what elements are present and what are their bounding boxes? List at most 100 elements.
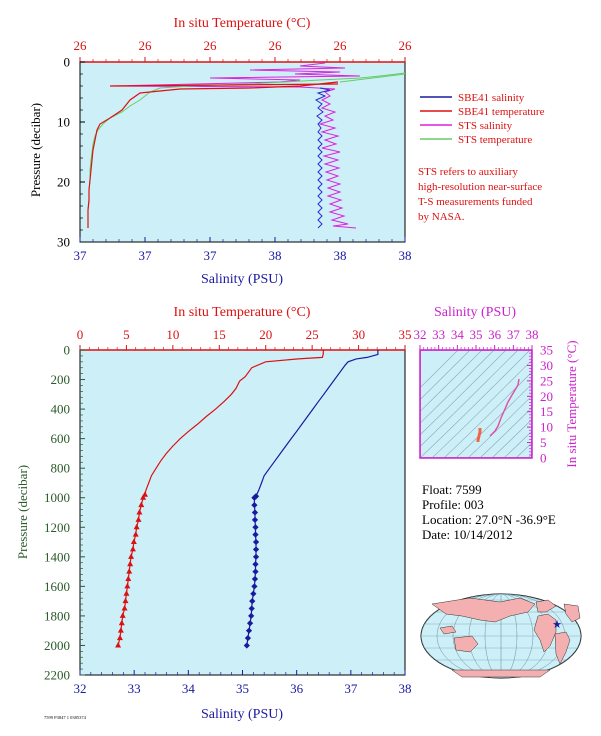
- main-panel-left-tick-label: 2000: [44, 638, 70, 653]
- temperature-marker: [117, 627, 124, 633]
- main-panel-left-tick-label: 600: [51, 431, 71, 446]
- temperature-marker: [115, 641, 122, 648]
- main-panel-bottom-tick-label: 36: [290, 681, 304, 696]
- temperature-marker: [130, 538, 137, 545]
- ts-panel-right-tick-label: 30: [540, 358, 553, 373]
- ts-panel-right-tick-label: 35: [540, 343, 553, 358]
- temperature-marker: [135, 516, 142, 522]
- temperature-marker: [124, 582, 131, 589]
- legend-label: STS salinity: [458, 120, 513, 132]
- salinity-marker: [251, 583, 258, 590]
- top-panel-top-ticks: 26 26 26 26 26 26: [74, 38, 413, 62]
- ts-panel-right-axis-title: In situ Temperature (°C): [564, 340, 579, 467]
- top-panel-left-axis-title: Pressure (decibar): [28, 103, 43, 197]
- temperature-marker: [118, 619, 125, 626]
- main-panel: In situ Temperature (°C) 0 5 10 15 20 25 30 35 …: [15, 305, 412, 722]
- ts-panel-right-tick-label: 10: [540, 420, 553, 435]
- main-panel-top-tick-label: 10: [166, 327, 179, 342]
- map-land-australia: [453, 635, 479, 653]
- density-contour: [515, 442, 532, 458]
- top-panel-top-tick-label: 26: [204, 38, 218, 53]
- main-panel-top-ticks: 0 5 10 15 20 25 30 35: [77, 327, 412, 350]
- main-panel-top-tick-label: 20: [259, 327, 272, 342]
- top-panel-bottom-tick-label: 38: [269, 248, 282, 263]
- ts-panel-right-tick-label: 20: [540, 389, 553, 404]
- density-contour: [420, 350, 471, 401]
- main-panel-bottom-tick-label: 38: [399, 681, 412, 696]
- temperature-marker: [126, 568, 133, 574]
- map-land-north-america: [563, 603, 581, 623]
- salinity-marker: [251, 494, 258, 501]
- density-contour: [420, 350, 531, 458]
- top-panel-bottom-axis-title: Salinity (PSU): [201, 272, 283, 287]
- temperature-marker: [132, 531, 139, 537]
- density-contour: [467, 395, 532, 458]
- salinity-marker: [251, 502, 258, 509]
- top-panel-top-tick-label: 26: [269, 38, 283, 53]
- temperature-marker: [125, 575, 132, 581]
- float-id: Float: 7599: [422, 482, 482, 497]
- ts-panel-top-tick-label: 38: [526, 327, 539, 342]
- main-panel-top-tick-label: 5: [123, 327, 130, 342]
- top-panel-bottom-tick-label: 38: [334, 248, 347, 263]
- main-panel-left-tick-label: 400: [51, 402, 71, 417]
- main-panel-left-tick-label: 800: [51, 461, 71, 476]
- salinity-marker: [248, 605, 255, 612]
- ts-panel-right-tick-label: 0: [540, 451, 547, 466]
- profile-id: Profile: 003: [422, 497, 484, 512]
- main-panel-bottom-axis-title: Salinity (PSU): [201, 707, 283, 722]
- world-map: ★: [420, 593, 582, 679]
- ts-panel-top-tick-label: 34: [451, 327, 465, 342]
- density-contour: [420, 350, 459, 389]
- temperature_bottle-line: [117, 494, 146, 646]
- top-panel-left-tick-label: 10: [57, 115, 70, 130]
- top-panel-top-tick-label: 26: [399, 38, 413, 53]
- ts-panel-top-tick-label: 37: [507, 327, 521, 342]
- temperature-line: [144, 349, 325, 495]
- top-panel-top-tick-label: 26: [139, 38, 153, 53]
- legend-label: STS temperature: [458, 134, 532, 146]
- ts-density-contours: [420, 350, 532, 458]
- top-panel-left-ticks: 0 10 20 30: [57, 55, 85, 250]
- main-panel-left-tick-label: 1800: [44, 608, 70, 623]
- sts-note: STS refers to auxiliary high-resolution n…: [418, 166, 542, 223]
- main-panel-left-axis-title: Pressure (decibar): [15, 465, 30, 559]
- map-land-asia: [431, 597, 536, 623]
- salinity-line: [255, 350, 379, 497]
- density-contour: [431, 359, 532, 458]
- ts-curve-deep: [476, 428, 482, 442]
- note-line: T-S measurements funded: [418, 196, 533, 208]
- temperature-marker: [121, 605, 128, 611]
- ts-panel-top-ticks: 32 33 34 35 36 37 38: [414, 327, 539, 350]
- sbe41-salinity-line: [314, 87, 331, 229]
- main-panel-bottom-tick-label: 32: [74, 681, 87, 696]
- float-location-marker: ★: [552, 619, 562, 631]
- top-panel-top-tick-label: 26: [74, 38, 88, 53]
- main-panel-bottom-tick-label: 37: [344, 681, 358, 696]
- temperature-marker: [129, 545, 136, 552]
- density-contour: [420, 350, 519, 447]
- top-panel-legend: SBE41 salinity SBE41 temperature STS salin…: [420, 92, 545, 146]
- main-panel-left-tick-label: 1400: [44, 549, 70, 564]
- temperature-marker: [116, 634, 123, 641]
- map-land-indonesia: [439, 625, 457, 635]
- map-meridian: [468, 594, 534, 678]
- top-panel-bottom-ticks: 37 37 37 38 38 38: [74, 237, 412, 263]
- main-panel-bottom-tick-label: 35: [236, 681, 249, 696]
- temperature-marker: [128, 553, 135, 559]
- temperature-marker: [122, 597, 129, 604]
- sts-temperature-spike: [339, 73, 406, 83]
- date: Date: 10/14/2012: [422, 527, 513, 542]
- salinity-marker: [248, 612, 255, 620]
- main-panel-left-tick-label: 0: [64, 343, 71, 358]
- main-panel-bottom-ticks: 32 33 34 35 36 37 38: [74, 670, 412, 696]
- ts-panel-top-tick-label: 36: [488, 327, 502, 342]
- map-land-antarctica: [451, 669, 551, 678]
- temperature-marker: [138, 501, 145, 508]
- main-panel-bottom-tick-label: 33: [128, 681, 141, 696]
- note-line: by NASA.: [418, 211, 465, 223]
- salinity_bottle-line: [246, 495, 257, 646]
- map-land: [431, 597, 581, 678]
- density-contour: [491, 418, 532, 458]
- top-panel-bottom-tick-label: 37: [204, 248, 218, 263]
